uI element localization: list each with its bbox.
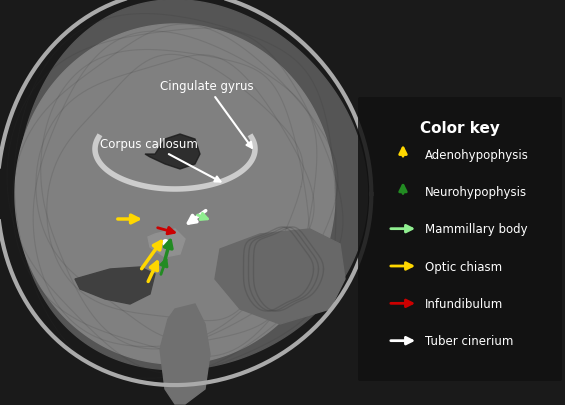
Polygon shape bbox=[18, 1, 367, 370]
Text: Mammillary body: Mammillary body bbox=[425, 223, 528, 236]
Polygon shape bbox=[75, 267, 155, 304]
Polygon shape bbox=[160, 304, 210, 404]
Polygon shape bbox=[148, 230, 185, 257]
Text: Tuber cinerium: Tuber cinerium bbox=[425, 335, 514, 347]
Text: Adenohypophysis: Adenohypophysis bbox=[425, 148, 529, 161]
Text: Color key: Color key bbox=[420, 120, 500, 135]
Text: Optic chiasm: Optic chiasm bbox=[425, 260, 502, 273]
Text: Neurohypophysis: Neurohypophysis bbox=[425, 185, 527, 198]
Text: Infundibulum: Infundibulum bbox=[425, 297, 503, 310]
FancyBboxPatch shape bbox=[358, 98, 562, 381]
Polygon shape bbox=[215, 230, 345, 324]
Polygon shape bbox=[15, 25, 335, 364]
Polygon shape bbox=[145, 135, 200, 170]
Text: Corpus callosum: Corpus callosum bbox=[100, 138, 220, 182]
Text: Cingulate gyrus: Cingulate gyrus bbox=[160, 80, 254, 149]
